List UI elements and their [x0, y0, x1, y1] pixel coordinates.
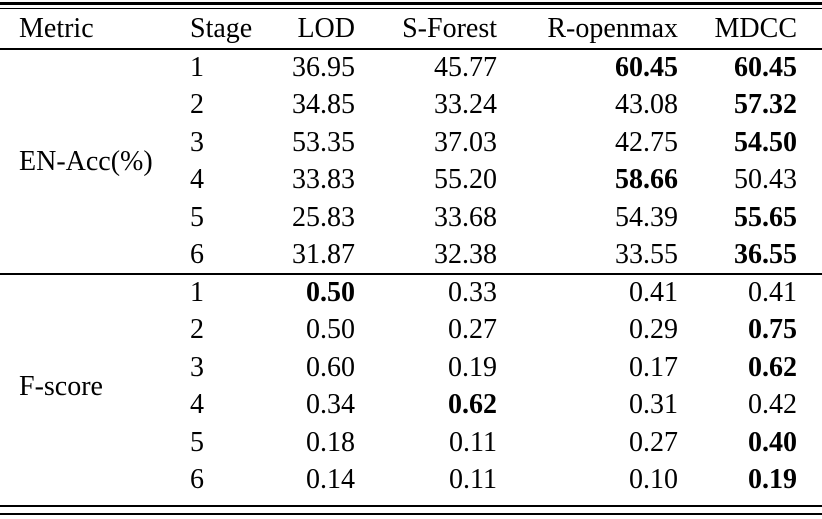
stage-cell: 4 [190, 389, 204, 421]
results-table: Metric Stage LOD S-Forest R-openmax MDCC… [0, 10, 822, 499]
top-rule-outer [0, 2, 822, 5]
col-header-s-forest: S-Forest [402, 13, 497, 44]
stage-cell: 1 [190, 52, 204, 84]
value-cell: 33.55 [615, 238, 678, 270]
col-header-metric: Metric [19, 13, 94, 44]
value-cell: 58.66 [615, 164, 678, 196]
table-row: 5 25.83 33.68 54.39 55.65 [0, 199, 822, 237]
value-cell: 57.32 [734, 89, 797, 121]
value-cell: 0.75 [748, 314, 797, 346]
stage-cell: 3 [190, 351, 204, 383]
section-en-acc: EN-Acc(%) 1 36.95 45.77 60.45 60.45 2 34.85 33.2… [0, 49, 822, 274]
table-row: 4 33.83 55.20 58.66 50.43 [0, 162, 822, 200]
value-cell: 0.41 [629, 277, 678, 309]
value-cell: 0.42 [748, 389, 797, 421]
table-row: 6 31.87 32.38 33.55 36.55 [0, 237, 822, 275]
value-cell: 0.33 [448, 277, 497, 309]
stage-cell: 3 [190, 126, 204, 158]
value-cell: 55.20 [434, 164, 497, 196]
value-cell: 0.19 [748, 464, 797, 496]
section-f-score: F-score 1 0.50 0.33 0.41 0.41 2 0.50 0.27 0.29 0.7… [0, 274, 822, 499]
table-row: 3 53.35 37.03 42.75 54.50 [0, 124, 822, 162]
stage-cell: 5 [190, 201, 204, 233]
value-cell: 0.19 [448, 351, 497, 383]
value-cell: 0.40 [748, 426, 797, 458]
col-header-lod: LOD [297, 13, 355, 44]
value-cell: 55.65 [734, 201, 797, 233]
col-header-r-openmax: R-openmax [547, 13, 678, 44]
metric-label: F-score [19, 371, 103, 402]
table-row: 3 0.60 0.19 0.17 0.62 [0, 349, 822, 387]
value-cell: 0.27 [629, 426, 678, 458]
stage-cell: 1 [190, 277, 204, 309]
value-cell: 25.83 [292, 201, 355, 233]
value-cell: 31.87 [292, 238, 355, 270]
value-cell: 0.14 [306, 464, 355, 496]
value-cell: 0.41 [748, 277, 797, 309]
value-cell: 50.43 [734, 164, 797, 196]
stage-cell: 5 [190, 426, 204, 458]
value-cell: 45.77 [434, 52, 497, 84]
col-header-mdcc: MDCC [714, 13, 797, 44]
value-cell: 36.55 [734, 238, 797, 270]
value-cell: 0.11 [449, 426, 497, 458]
table-row: 2 0.50 0.27 0.29 0.75 [0, 312, 822, 350]
value-cell: 33.24 [434, 89, 497, 121]
value-cell: 0.50 [306, 314, 355, 346]
value-cell: 60.45 [734, 52, 797, 84]
value-cell: 32.38 [434, 238, 497, 270]
table-header: Metric Stage LOD S-Forest R-openmax MDCC [0, 10, 822, 49]
bottom-rule-outer [0, 505, 822, 507]
table-row: EN-Acc(%) 1 36.95 45.77 60.45 60.45 [0, 49, 822, 175]
value-cell: 0.27 [448, 314, 497, 346]
value-cell: 42.75 [615, 126, 678, 158]
value-cell: 33.83 [292, 164, 355, 196]
value-cell: 34.85 [292, 89, 355, 121]
value-cell: 0.62 [448, 389, 497, 421]
value-cell: 37.03 [434, 126, 497, 158]
value-cell: 54.50 [734, 126, 797, 158]
table-row: 4 0.34 0.62 0.31 0.42 [0, 387, 822, 425]
col-header-stage: Stage [190, 13, 253, 44]
value-cell: 0.17 [629, 351, 678, 383]
top-rule-inner [0, 7, 822, 10]
value-cell: 36.95 [292, 52, 355, 84]
value-cell: 43.08 [615, 89, 678, 121]
value-cell: 60.45 [615, 52, 678, 84]
value-cell: 0.10 [629, 464, 678, 496]
value-cell: 33.68 [434, 201, 497, 233]
value-cell: 0.62 [748, 351, 797, 383]
value-cell: 0.29 [629, 314, 678, 346]
stage-cell: 6 [190, 238, 204, 270]
value-cell: 0.11 [449, 464, 497, 496]
value-cell: 54.39 [615, 201, 678, 233]
stage-cell: 4 [190, 164, 204, 196]
value-cell: 0.60 [306, 351, 355, 383]
value-cell: 0.31 [629, 389, 678, 421]
value-cell: 53.35 [292, 126, 355, 158]
value-cell: 0.50 [306, 277, 355, 309]
header-row: Metric Stage LOD S-Forest R-openmax MDCC [0, 10, 822, 49]
table-row: 2 34.85 33.24 43.08 57.32 [0, 87, 822, 125]
stage-cell: 6 [190, 464, 204, 496]
table-row: 6 0.14 0.11 0.10 0.19 [0, 462, 822, 500]
value-cell: 0.34 [306, 389, 355, 421]
value-cell: 0.18 [306, 426, 355, 458]
bottom-rule-inner [0, 512, 822, 515]
table-row: 5 0.18 0.11 0.27 0.40 [0, 424, 822, 462]
table-row: F-score 1 0.50 0.33 0.41 0.41 [0, 274, 822, 401]
stage-cell: 2 [190, 89, 204, 121]
stage-cell: 2 [190, 314, 204, 346]
metric-label: EN-Acc(%) [19, 145, 153, 177]
